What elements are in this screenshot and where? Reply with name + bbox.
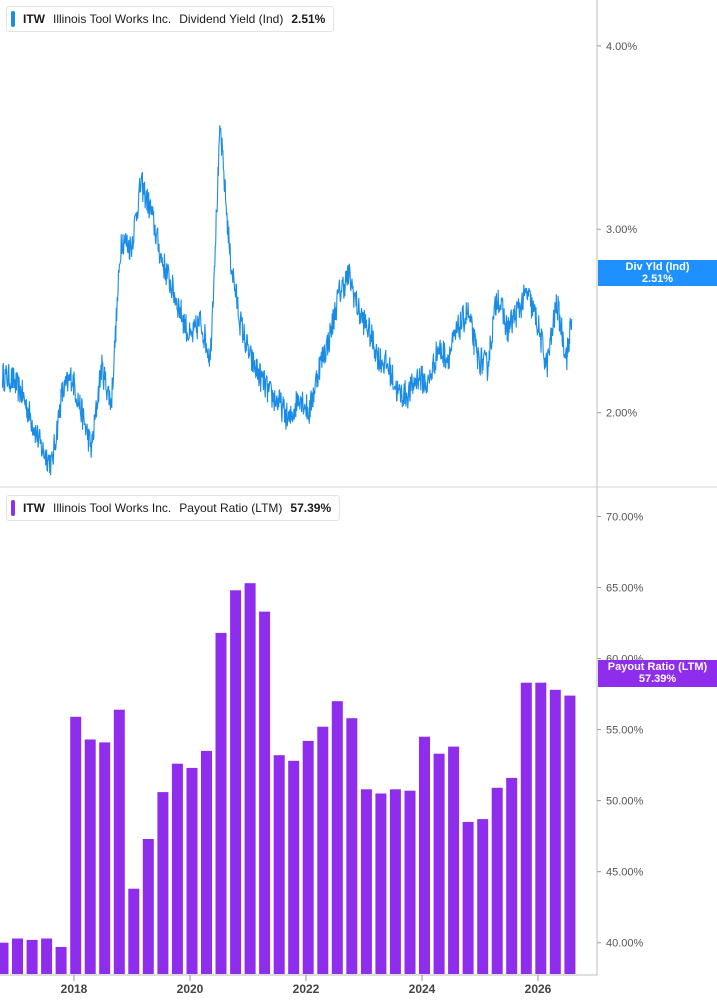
legend-metric: Dividend Yield (Ind) [179,12,284,26]
x-tick-label: 2018 [61,982,88,996]
payout-bar [142,839,154,974]
payout-bar [520,682,532,974]
payout-bar [389,789,401,974]
x-tick-label: 2022 [293,982,320,996]
payout-ratio-plot [0,583,576,974]
x-tick-label: 2024 [409,982,436,996]
y-tick-label: 40.00% [606,938,644,950]
payout-bar [419,736,430,974]
legend-company: Illinois Tool Works Inc. [53,501,172,515]
x-tick-label: 2020 [177,982,204,996]
payout-bar [346,718,358,974]
payout-bar [317,726,329,974]
dividend-yield-plot [1,125,573,476]
payout-bar [55,947,67,974]
y-tick-label: 65.00% [606,582,644,594]
payout-tag-label: Payout Ratio (LTM) [607,661,708,673]
payout-swatch [11,500,15,516]
payout-bar [186,767,198,974]
payout-bar [273,755,285,974]
payout-bar [70,716,82,974]
payout-bar [41,938,53,974]
payout-bar [128,888,140,974]
legend-ticker: ITW [23,12,45,26]
y-tick-label: 45.00% [606,867,644,879]
payout-bar [477,819,489,974]
payout-bar [201,750,212,974]
y-tick-label: 4.00% [606,41,637,53]
payout-bar [244,583,256,974]
payout-bar [448,746,460,974]
payout-bar [433,753,445,974]
payout-bar [84,739,96,974]
yield-swatch [11,11,15,27]
payout-bar [259,611,271,974]
payout-bar [506,777,518,974]
payout-bar [331,701,343,974]
y-tick-label: 2.00% [606,408,637,420]
payout-bar [288,760,300,974]
payout-bar [302,740,314,974]
payout-bar [99,742,111,974]
legend-value: 2.51% [291,12,326,26]
legend-metric: Payout Ratio (LTM) [179,501,283,515]
payout-bar [171,763,183,974]
legend-ticker: ITW [23,501,45,515]
payout-bar [491,787,503,974]
payout-bar [404,790,416,974]
y-tick-label: 3.00% [606,224,637,236]
payout-tag-value: 57.39% [638,673,677,685]
payout-bar [157,792,169,974]
yield-tag-label: Div Yld (Ind) [625,261,690,273]
top-legend[interactable]: ITW Illinois Tool Works Inc. Dividend Yi… [6,6,335,32]
payout-bar [375,793,387,974]
payout-bar [113,709,125,974]
y-tick-label: 70.00% [606,511,644,523]
x-tick-label: 2026 [525,982,552,996]
payout-bar [0,942,9,974]
y-tick-label: 55.00% [606,725,644,737]
dividend-yield-line [1,125,573,476]
yield-tag-value: 2.51% [641,273,674,285]
payout-bar [564,695,576,974]
legend-value: 57.39% [290,501,332,515]
legend-company: Illinois Tool Works Inc. [53,12,172,26]
payout-bar [549,689,561,974]
payout-bar [535,682,547,974]
payout-bar [462,821,474,974]
payout-bar [215,632,227,974]
bottom-legend[interactable]: ITW Illinois Tool Works Inc. Payout Rati… [6,495,341,521]
payout-bar [26,939,38,974]
y-tick-label: 50.00% [606,796,644,808]
payout-bar [12,938,23,974]
payout-bar [230,590,242,974]
payout-value-tag: Payout Ratio (LTM) 57.39% [598,660,717,687]
payout-bar [360,789,372,974]
yield-value-tag: Div Yld (Ind) 2.51% [598,260,717,286]
